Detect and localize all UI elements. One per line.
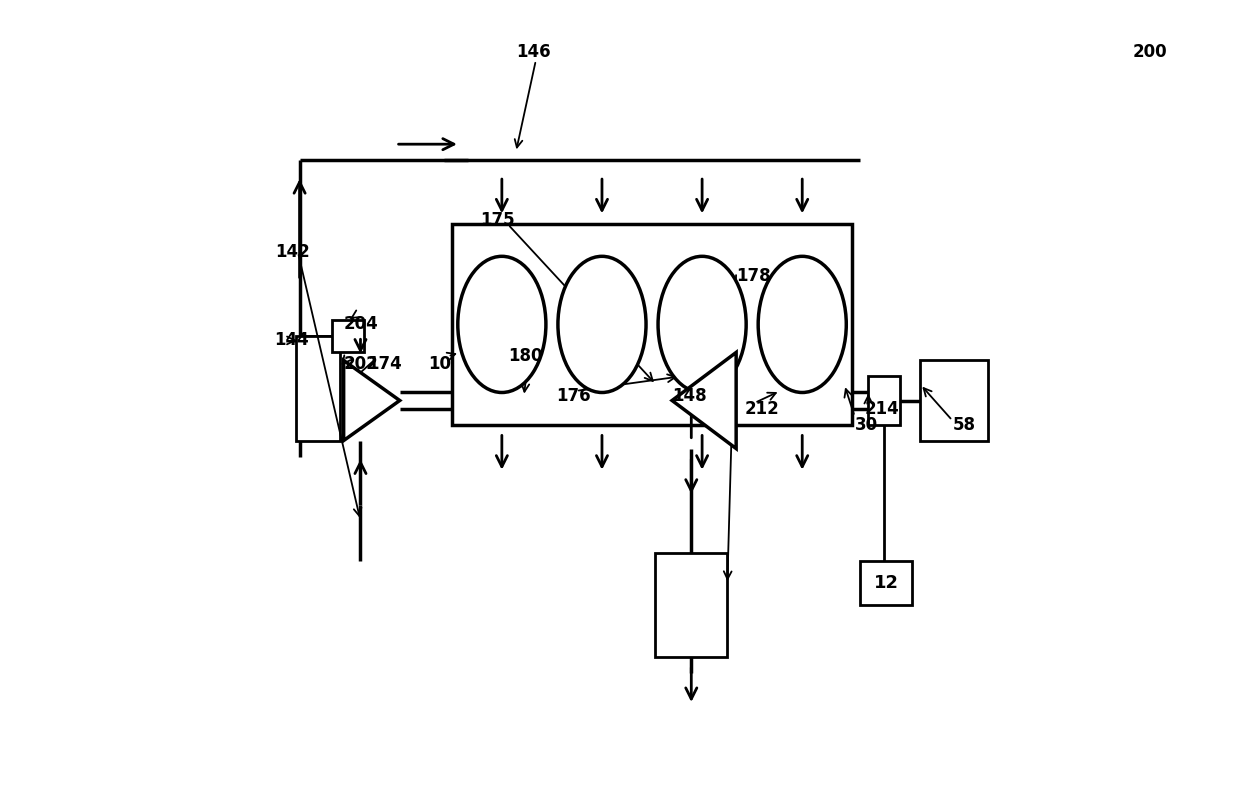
Text: 212: 212 bbox=[744, 400, 779, 417]
Ellipse shape bbox=[558, 256, 646, 392]
Bar bbox=[295, 336, 340, 441]
Bar bbox=[861, 561, 913, 605]
Polygon shape bbox=[672, 352, 737, 449]
Text: 10: 10 bbox=[428, 356, 451, 373]
Text: 175: 175 bbox=[480, 211, 515, 229]
Bar bbox=[655, 553, 728, 657]
Text: 12: 12 bbox=[874, 574, 899, 592]
Ellipse shape bbox=[658, 256, 746, 392]
Polygon shape bbox=[343, 360, 399, 441]
Text: 200: 200 bbox=[1132, 43, 1167, 61]
Text: 144: 144 bbox=[274, 332, 309, 349]
Text: 30: 30 bbox=[854, 416, 878, 433]
Bar bbox=[868, 376, 900, 425]
Ellipse shape bbox=[758, 256, 846, 392]
Ellipse shape bbox=[458, 256, 546, 392]
Text: 178: 178 bbox=[737, 268, 771, 285]
Text: 180: 180 bbox=[508, 348, 542, 365]
Bar bbox=[920, 360, 988, 441]
Text: 58: 58 bbox=[952, 416, 976, 433]
Text: 176: 176 bbox=[556, 388, 590, 405]
Text: 142: 142 bbox=[275, 244, 310, 261]
Text: 146: 146 bbox=[516, 43, 551, 61]
Text: 204: 204 bbox=[343, 316, 378, 333]
Text: 214: 214 bbox=[864, 400, 899, 417]
Text: 174: 174 bbox=[368, 356, 403, 373]
Text: 148: 148 bbox=[672, 388, 707, 405]
Bar bbox=[451, 224, 852, 425]
Text: 202: 202 bbox=[343, 356, 378, 373]
Bar bbox=[331, 320, 363, 352]
